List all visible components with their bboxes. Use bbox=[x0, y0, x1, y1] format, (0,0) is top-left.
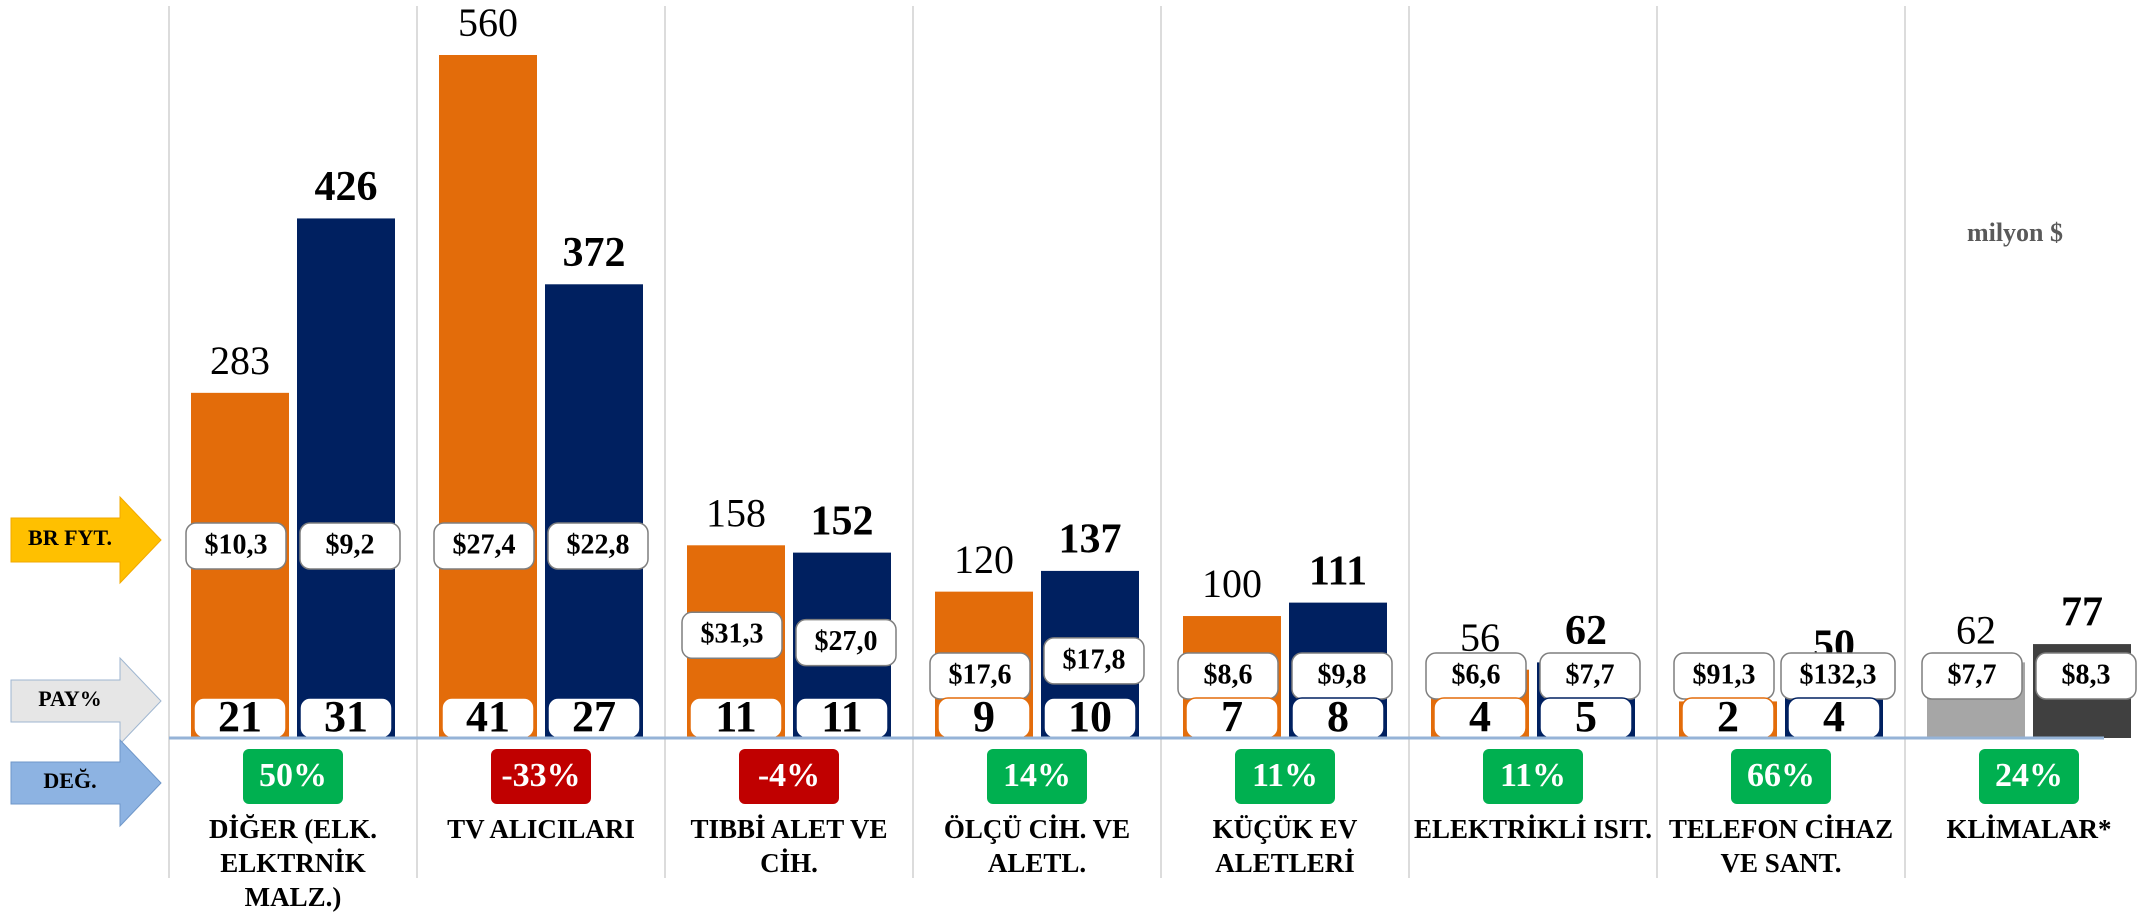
price-label: $91,3 bbox=[1693, 659, 1756, 690]
share-label: 9 bbox=[973, 692, 995, 741]
share-row-label: PAY% bbox=[38, 686, 102, 711]
price-label: $132,3 bbox=[1800, 659, 1877, 690]
price-box bbox=[1043, 637, 1145, 685]
change-label: -4% bbox=[758, 757, 820, 794]
bar-value-label: 158 bbox=[706, 490, 766, 535]
share-label: 41 bbox=[466, 692, 510, 741]
bar-value-label: 111 bbox=[1309, 548, 1367, 594]
price-label: $8,3 bbox=[2062, 659, 2111, 690]
bar-value-label: 62 bbox=[1565, 608, 1607, 654]
change-label: 66% bbox=[1747, 757, 1815, 794]
change-badge bbox=[1483, 749, 1583, 804]
price-box bbox=[185, 522, 287, 570]
price-box bbox=[547, 522, 649, 570]
share-label: 21 bbox=[218, 692, 262, 741]
change-badge bbox=[491, 749, 591, 804]
category-label: ÖLÇÜ CİH. VE ALETL. bbox=[943, 814, 1131, 878]
bar-value-label: 560 bbox=[458, 0, 518, 45]
price-label: $10,3 bbox=[205, 529, 268, 560]
price-box bbox=[795, 618, 897, 667]
change-label: -33% bbox=[501, 757, 580, 794]
share-label: 4 bbox=[1469, 692, 1491, 741]
price-label: $7,7 bbox=[1948, 659, 1997, 690]
change-badge bbox=[739, 749, 839, 804]
price-box bbox=[299, 522, 401, 570]
price-label: $17,6 bbox=[949, 659, 1012, 690]
share-label: 27 bbox=[572, 692, 616, 741]
bar-value-label: 152 bbox=[811, 498, 874, 544]
bar-value-label: 120 bbox=[954, 537, 1014, 582]
share-label: 8 bbox=[1327, 692, 1349, 741]
category-label: TELEFON CİHAZ VE SANT. bbox=[1668, 814, 1894, 878]
price-box bbox=[1921, 652, 2023, 700]
share-label: 5 bbox=[1575, 692, 1597, 741]
price-label: $31,3 bbox=[701, 619, 764, 650]
category-label: ELEKTRİKLİ ISIT. bbox=[1413, 814, 1653, 844]
price-label: $6,6 bbox=[1452, 659, 1501, 690]
change-badge bbox=[1979, 749, 2079, 804]
price-label: $7,7 bbox=[1566, 659, 1615, 690]
share-label: 4 bbox=[1823, 692, 1845, 741]
category-label: KÜÇÜK EV ALETLERİ bbox=[1212, 814, 1358, 878]
share-label: 11 bbox=[715, 692, 757, 741]
share-label: 10 bbox=[1068, 692, 1112, 741]
bar-value-label: 426 bbox=[315, 164, 378, 210]
change-label: 50% bbox=[259, 757, 327, 794]
price-box bbox=[2035, 652, 2137, 700]
price-box bbox=[433, 522, 535, 570]
unit-label: milyon $ bbox=[1967, 218, 2063, 247]
price-label: $9,2 bbox=[326, 529, 375, 560]
bar bbox=[545, 284, 643, 738]
page: {"chart_data": { "type": "bar", "unit_la… bbox=[10, 0, 2137, 912]
category-label: TV ALICILARI bbox=[447, 814, 635, 844]
share-label: 11 bbox=[821, 692, 863, 741]
change-label: 24% bbox=[1995, 757, 2063, 794]
bar-value-label: 77 bbox=[2061, 590, 2103, 636]
bar bbox=[439, 55, 537, 738]
price-arrow bbox=[10, 495, 162, 585]
share-label: 2 bbox=[1717, 692, 1739, 741]
category-label: TIBBİ ALET VE CİH. bbox=[690, 814, 888, 878]
price-row-label: BR FYT. bbox=[28, 525, 112, 550]
chart: BR FYT. PAY% DEĞ. milyon $ 283 $10,3 21 560… bbox=[10, 0, 2137, 878]
price-label: $27,4 bbox=[453, 529, 516, 560]
change-badge bbox=[1731, 749, 1831, 804]
bar-value-label: 372 bbox=[563, 230, 626, 276]
bar-value-label: 283 bbox=[210, 338, 270, 383]
change-arrow bbox=[10, 738, 162, 828]
price-box bbox=[681, 611, 783, 660]
share-label: 7 bbox=[1221, 692, 1243, 741]
price-label: $8,6 bbox=[1204, 659, 1253, 690]
bar bbox=[297, 218, 395, 739]
bar-value-label: 62 bbox=[1956, 608, 1996, 653]
price-label: $22,8 bbox=[567, 529, 630, 560]
change-label: 11% bbox=[1252, 757, 1318, 794]
price-label: $17,8 bbox=[1063, 644, 1126, 675]
category-label: KLİMALAR* bbox=[1946, 814, 2112, 844]
share-label: 31 bbox=[324, 692, 368, 741]
change-badge bbox=[243, 749, 343, 804]
bar-value-label: 137 bbox=[1059, 517, 1122, 563]
change-label: 11% bbox=[1500, 757, 1566, 794]
change-badge bbox=[987, 749, 1087, 804]
category-label: DİĞER (ELK. ELKTRNİK MALZ.) bbox=[208, 814, 378, 912]
change-badge bbox=[1235, 749, 1335, 804]
share-arrow bbox=[10, 656, 162, 746]
price-label: $27,0 bbox=[815, 626, 878, 657]
price-label: $9,8 bbox=[1318, 659, 1367, 690]
change-row-label: DEĞ. bbox=[43, 768, 96, 793]
bar-value-label: 100 bbox=[1202, 561, 1262, 606]
change-label: 14% bbox=[1003, 757, 1071, 794]
